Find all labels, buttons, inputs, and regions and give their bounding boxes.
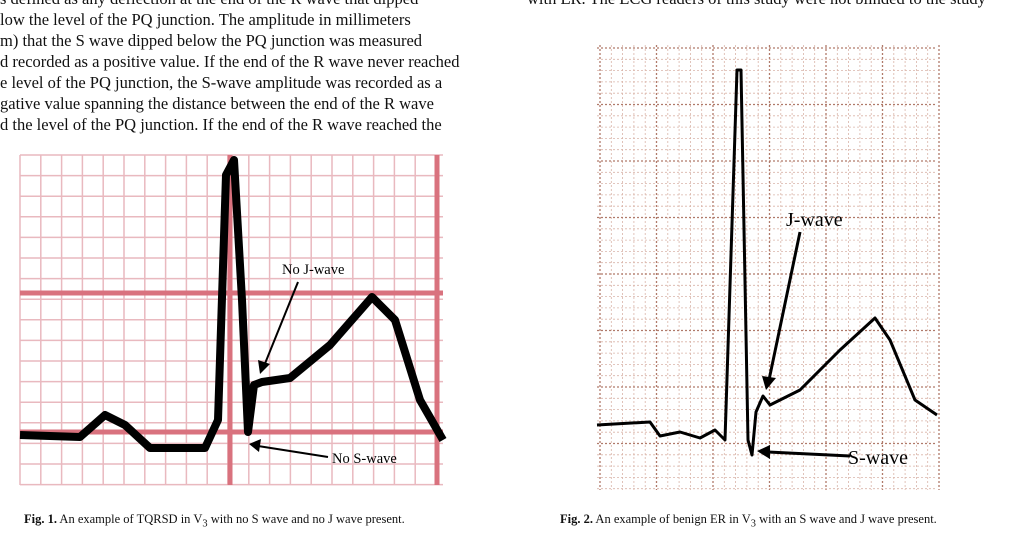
arrowhead	[757, 445, 770, 459]
arrow	[767, 450, 851, 458]
caption-label: Fig. 1.	[24, 512, 57, 526]
text-line: d the level of the PQ junction. If the e…	[0, 115, 442, 134]
text-line: gative value spanning the distance betwe…	[0, 94, 434, 113]
arrowhead	[762, 376, 776, 390]
ecg-trace	[596, 68, 938, 457]
caption-text: with an S wave and J wave present.	[759, 512, 937, 526]
text-line: low the level of the PQ junction. The am…	[0, 10, 411, 29]
figure-label: S-wave	[848, 447, 908, 469]
figure-label: No J-wave	[282, 262, 344, 278]
caption-sub: 3	[202, 518, 208, 530]
caption-text: An example of TQRSD in V	[59, 512, 203, 526]
arrow	[263, 281, 299, 367]
ecg-trace	[19, 156, 447, 452]
caption: Fig. 1. An example of TQRSD in V3 with n…	[24, 512, 405, 530]
arrow	[257, 445, 329, 458]
caption-sub: 3	[750, 518, 756, 530]
arrowhead	[258, 360, 270, 374]
text-line: s defined as any deflection at the end o…	[0, 0, 486, 9]
text-line: with ER. The ECG readers of this study w…	[527, 0, 1014, 9]
figure-label: No S-wave	[332, 451, 397, 467]
text-line: d recorded as a positive value. If the e…	[0, 52, 460, 71]
caption-text: with no S wave and no J wave present.	[210, 512, 405, 526]
ecg-grid	[597, 45, 940, 490]
arrowhead	[249, 439, 261, 452]
arrow	[767, 231, 802, 381]
caption: Fig. 2. An example of benign ER in V3 wi…	[560, 512, 937, 530]
caption-label: Fig. 2.	[560, 512, 593, 526]
text-line: m) that the S wave dipped below the PQ j…	[0, 31, 423, 50]
text-line: e level of the PQ junction, the S-wave a…	[0, 73, 443, 92]
caption-text: An example of benign ER in V	[595, 512, 751, 526]
figure-label: J-wave	[786, 209, 843, 231]
